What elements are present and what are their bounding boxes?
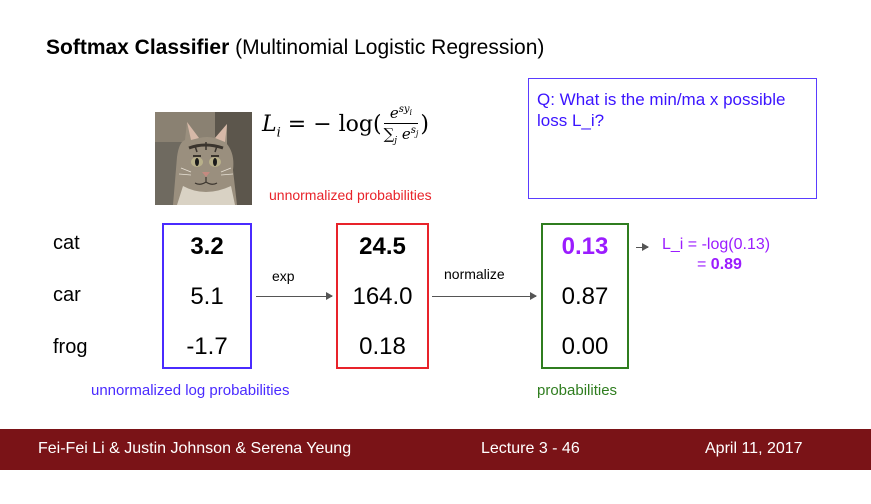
log-score-frog: -1.7 bbox=[186, 333, 228, 360]
unnormalized-log-probabilities-label: unnormalized log probabilities bbox=[91, 382, 290, 399]
formula-numerator: esyi bbox=[383, 104, 419, 124]
exp-operation-label: exp bbox=[272, 268, 295, 284]
probabilities-label: probabilities bbox=[537, 382, 618, 399]
formula-denominator: ∑j esj bbox=[384, 124, 419, 146]
normalize-arrow-icon bbox=[432, 292, 537, 300]
probability-car: 0.87 bbox=[561, 283, 609, 310]
exp-score-car: 164.0 bbox=[352, 283, 413, 310]
slide-title: Softmax Classifier (Multinomial Logistic… bbox=[46, 36, 544, 60]
loss-result-value: 0.89 bbox=[710, 256, 742, 273]
numerator-exponent: syi bbox=[398, 104, 413, 117]
class-label-frog: frog bbox=[53, 336, 88, 358]
exp-score-cat: 24.5 bbox=[359, 233, 406, 260]
numerator-exponent-subscript: i bbox=[409, 108, 413, 117]
softmax-loss-formula: Li = − log(esyi ∑j esj) bbox=[262, 104, 429, 146]
question-box: Q: What is the min/ma x possible loss L_… bbox=[528, 78, 817, 199]
denominator-exponent: sj bbox=[410, 125, 419, 138]
cat-image bbox=[155, 112, 252, 205]
loss-result: = 0.89 bbox=[697, 256, 742, 274]
log-score-cat: 3.2 bbox=[190, 233, 224, 260]
footer-date: April 11, 2017 bbox=[705, 440, 803, 457]
footer-authors: Fei-Fei Li & Justin Johnson & Serena Yeu… bbox=[38, 440, 352, 457]
denominator-sum: ∑ bbox=[383, 125, 395, 143]
title-rest: (Multinomial Logistic Regression) bbox=[229, 36, 545, 59]
cat-illustration bbox=[155, 112, 252, 205]
log-score-car: 5.1 bbox=[190, 283, 224, 310]
title-bold: Softmax Classifier bbox=[46, 36, 230, 59]
formula-fraction: esyi ∑j esj bbox=[383, 104, 419, 146]
denominator-base: e bbox=[397, 125, 411, 143]
loss-equation: L_i = -log(0.13) bbox=[662, 236, 771, 253]
probabilities-box: 0.13 0.87 0.00 bbox=[541, 223, 629, 369]
class-label-car: car bbox=[53, 284, 81, 306]
denominator-exponent-symbol: s bbox=[410, 125, 416, 136]
probability-frog: 0.00 bbox=[561, 333, 609, 360]
numerator-base: e bbox=[389, 104, 399, 122]
denominator-sum-subscript: j bbox=[394, 136, 398, 146]
unnormalized-probabilities-label: unnormalized probabilities bbox=[269, 187, 432, 203]
formula-close-paren: ) bbox=[420, 112, 429, 137]
unnormalized-probabilities-box: 24.5 164.0 0.18 bbox=[336, 223, 429, 369]
exp-arrow-icon bbox=[256, 292, 333, 300]
class-label-cat: cat bbox=[53, 232, 80, 254]
numerator-exponent-symbol: sy bbox=[398, 104, 410, 115]
formula-lhs-subscript: i bbox=[276, 125, 281, 141]
loss-result-prefix: = bbox=[697, 256, 711, 273]
unnormalized-log-probabilities-box: 3.2 5.1 -1.7 bbox=[162, 223, 252, 369]
formula-equals: = − log( bbox=[280, 112, 382, 137]
slide-footer: Fei-Fei Li & Justin Johnson & Serena Yeu… bbox=[0, 429, 871, 470]
denominator-exponent-subscript: j bbox=[415, 129, 419, 138]
normalize-operation-label: normalize bbox=[444, 266, 505, 282]
probability-cat: 0.13 bbox=[561, 233, 609, 260]
exp-score-frog: 0.18 bbox=[359, 333, 406, 360]
loss-arrow-icon bbox=[636, 243, 649, 251]
footer-lecture-number: Lecture 3 - 46 bbox=[481, 440, 580, 457]
formula-lhs: L bbox=[262, 112, 277, 137]
